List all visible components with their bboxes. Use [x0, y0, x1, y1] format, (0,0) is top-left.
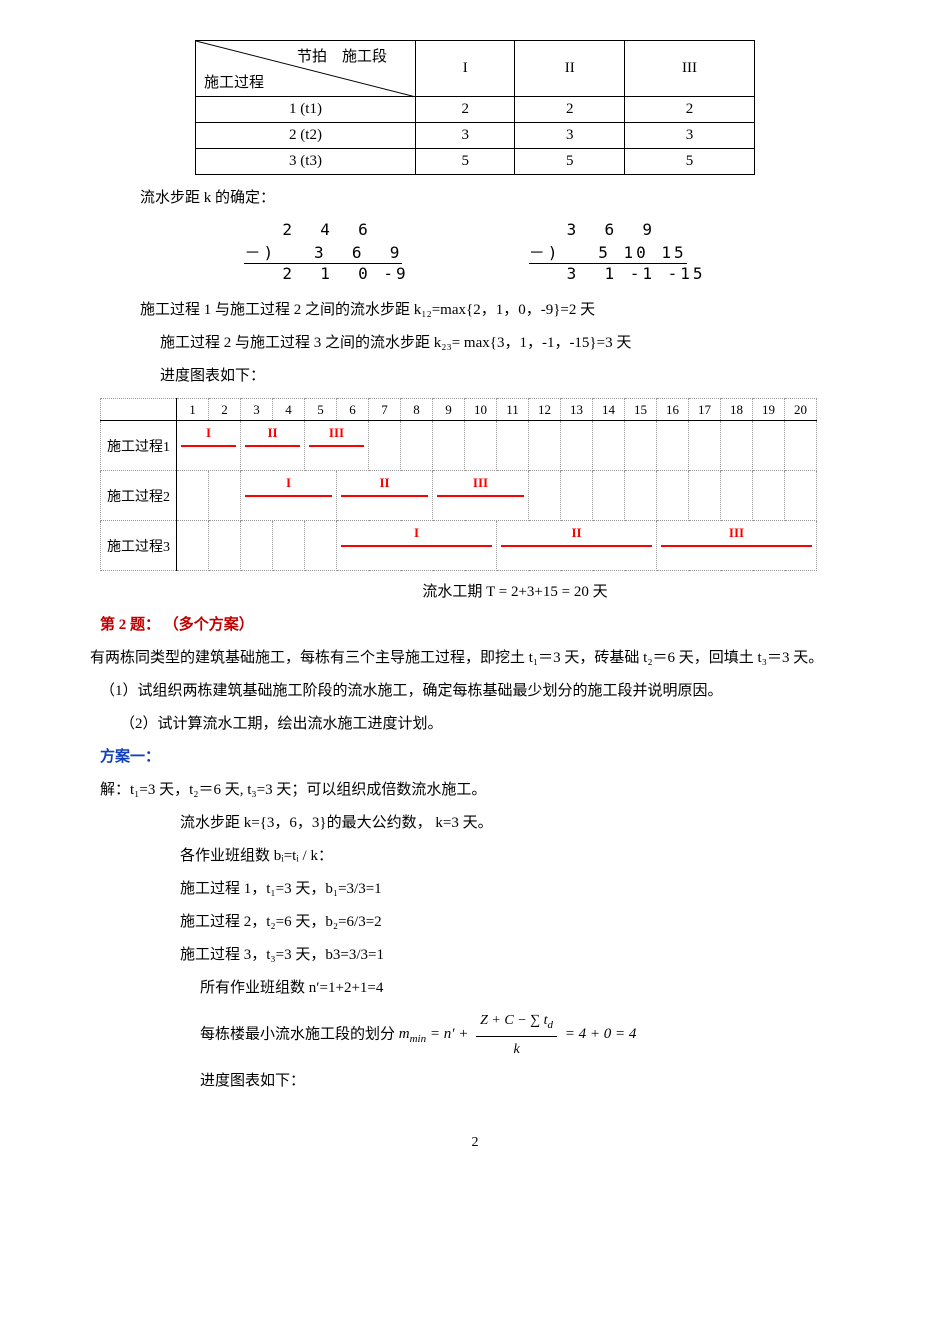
day-header: 13: [561, 399, 593, 421]
col-header: III: [625, 41, 755, 97]
header-bottom: 施工过程: [204, 71, 264, 92]
page-number: 2: [60, 1135, 890, 1151]
solution-line: 施工过程 2，t₂=6 天，b₂=6/3=2: [180, 909, 890, 936]
day-header: 1: [177, 399, 209, 421]
solution-line: 流水步距 k={3，6，3}的最大公约数， k=3 天。: [180, 810, 890, 837]
col-header: I: [416, 41, 515, 97]
day-header: 8: [401, 399, 433, 421]
table-row: 1 (t1) 2 2 2: [196, 97, 755, 123]
q2-paragraph-3: （2）试计算流水工期，绘出流水施工进度计划。: [120, 711, 890, 738]
gantt-empty-cell: [465, 421, 497, 471]
table-row: 3 (t3) 5 5 5: [196, 149, 755, 175]
gantt-empty-cell: [625, 471, 657, 521]
gantt-row-label: 施工过程3: [101, 521, 177, 571]
calc-left: 2 4 6 －) 3 6 9 2 1 0 -9: [244, 220, 408, 283]
plan1-title: 方案一：: [100, 744, 890, 771]
gantt-row-label: 施工过程2: [101, 471, 177, 521]
gantt-empty-cell: [689, 471, 721, 521]
solution-line: 所有作业班组数 n′=1+2+1=4: [200, 975, 890, 1002]
gantt-empty-cell: [721, 421, 753, 471]
gantt-bar-cell: III: [657, 521, 817, 571]
k23-line: 施工过程 2 与施工过程 3 之间的流水步距 k₂₃= max{3，1，-1，-…: [160, 330, 890, 357]
gantt-row-label: 施工过程1: [101, 421, 177, 471]
day-header: 11: [497, 399, 529, 421]
gantt-empty-cell: [625, 421, 657, 471]
gantt-bar-cell: III: [433, 471, 529, 521]
gantt-empty-cell: [689, 421, 721, 471]
gantt-empty-cell: [273, 521, 305, 571]
gantt-bar-cell: III: [305, 421, 369, 471]
day-header: 3: [241, 399, 273, 421]
col-header: II: [515, 41, 625, 97]
day-header: 10: [465, 399, 497, 421]
gantt-empty-cell: [593, 421, 625, 471]
gantt-empty-cell: [785, 421, 817, 471]
day-header: 14: [593, 399, 625, 421]
gantt-empty-cell: [657, 421, 689, 471]
gantt-empty-cell: [529, 421, 561, 471]
gantt-empty-cell: [209, 521, 241, 571]
gantt-empty-cell: [497, 421, 529, 471]
q2-paragraph-2: （1）试组织两栋建筑基础施工阶段的流水施工，确定每栋基础最少划分的施工段并说明原…: [100, 678, 890, 705]
gantt-empty-cell: [529, 471, 561, 521]
day-header: 20: [785, 399, 817, 421]
gantt-empty-cell: [561, 421, 593, 471]
gantt-bar-cell: II: [497, 521, 657, 571]
schedule-title: 进度图表如下：: [160, 363, 890, 390]
gantt-empty-cell: [785, 471, 817, 521]
solution-line: 各作业班组数 bᵢ=tᵢ / k：: [180, 843, 890, 870]
k12-line: 施工过程 1 与施工过程 2 之间的流水步距 k₁₂=max{2，1，0，-9}…: [140, 297, 890, 324]
solution-line: 解：t₁=3 天，t₂＝6 天, t₃=3 天；可以组织成倍数流水施工。: [100, 777, 890, 804]
gantt-empty-cell: [209, 471, 241, 521]
cadence-table: 节拍 施工段 施工过程 I II III 1 (t1) 2 2 2 2 (t2)…: [195, 40, 755, 175]
fraction: Z + C − ∑ td k: [476, 1008, 557, 1062]
day-header: 17: [689, 399, 721, 421]
solution-line: 施工过程 3，t₃=3 天，b3=3/3=1: [180, 942, 890, 969]
gantt-empty-cell: [177, 521, 209, 571]
q2-paragraph-1: 有两栋同类型的建筑基础施工，每栋有三个主导施工过程，即挖土 t₁＝3 天，砖基础…: [60, 645, 890, 672]
day-header: 9: [433, 399, 465, 421]
day-header: 6: [337, 399, 369, 421]
gantt-bar-cell: I: [337, 521, 497, 571]
step-title: 流水步距 k 的确定：: [140, 185, 890, 212]
solution-line: 进度图表如下：: [200, 1068, 890, 1095]
gantt-empty-cell: [657, 471, 689, 521]
gantt-empty-cell: [561, 471, 593, 521]
diagonal-header-cell: 节拍 施工段 施工过程: [196, 41, 416, 97]
day-header: 7: [369, 399, 401, 421]
gantt-empty-cell: [721, 471, 753, 521]
gantt-chart: 1234567891011121314151617181920施工过程1IIII…: [100, 398, 817, 571]
day-header: 18: [721, 399, 753, 421]
gantt-empty-cell: [753, 421, 785, 471]
question-2-title: 第 2 题： （多个方案）: [100, 612, 890, 639]
day-header: 16: [657, 399, 689, 421]
gantt-empty-cell: [753, 471, 785, 521]
solution-line: 施工过程 1，t₁=3 天，b₁=3/3=1: [180, 876, 890, 903]
day-header: 12: [529, 399, 561, 421]
day-header: 4: [273, 399, 305, 421]
calc-row: 2 4 6 －) 3 6 9 2 1 0 -9 3 6 9 －) 5 10 15…: [60, 220, 890, 283]
gantt-empty-cell: [369, 421, 401, 471]
gantt-empty-cell: [305, 521, 337, 571]
gantt-empty-cell: [401, 421, 433, 471]
formula-line: 每栋楼最小流水施工段的划分 mmin = n′ + Z + C − ∑ td k…: [200, 1008, 890, 1062]
gantt-bar-cell: I: [177, 421, 241, 471]
gantt-empty-cell: [433, 421, 465, 471]
day-header: 2: [209, 399, 241, 421]
header-top: 节拍 施工段: [297, 45, 387, 66]
gantt-bar-cell: I: [241, 471, 337, 521]
table-row: 2 (t2) 3 3 3: [196, 123, 755, 149]
gantt-empty-cell: [241, 521, 273, 571]
gantt-bar-cell: II: [241, 421, 305, 471]
gantt-empty-cell: [593, 471, 625, 521]
day-header: 5: [305, 399, 337, 421]
gantt-bar-cell: II: [337, 471, 433, 521]
gantt-empty-cell: [177, 471, 209, 521]
calc-right: 3 6 9 －) 5 10 15 3 1 -1 -15: [529, 220, 706, 283]
period-text: 流水工期 T = 2+3+15 = 20 天: [140, 579, 890, 606]
day-header: 15: [625, 399, 657, 421]
day-header: 19: [753, 399, 785, 421]
